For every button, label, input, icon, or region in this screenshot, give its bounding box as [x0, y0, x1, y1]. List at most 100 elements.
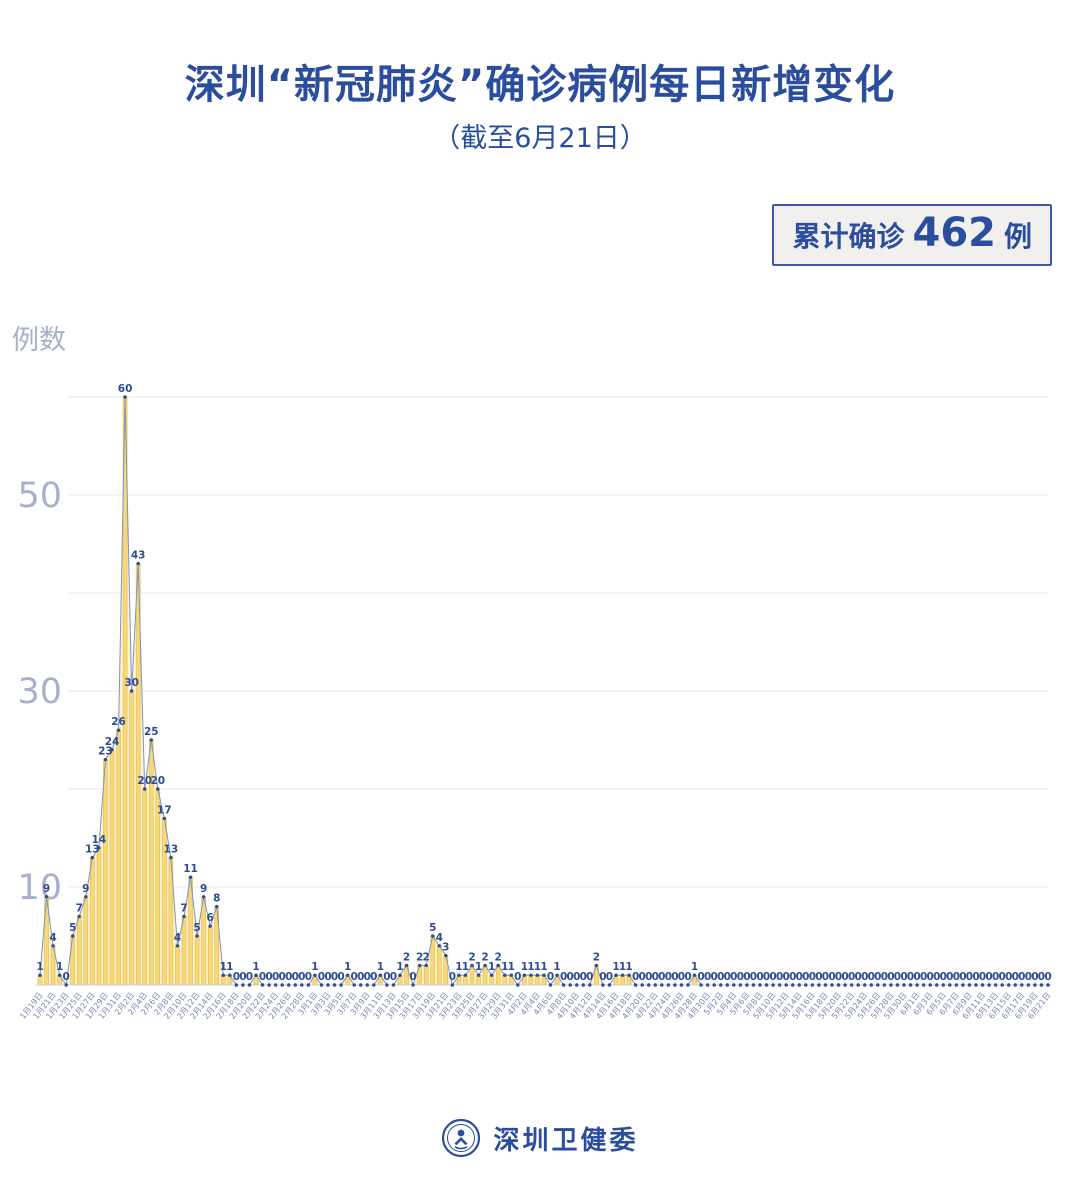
data-point-dot [928, 983, 932, 987]
value-label: 0 [789, 971, 796, 983]
value-label: 1 [475, 961, 482, 973]
data-point-dot [352, 983, 356, 987]
data-point-dot [300, 983, 304, 987]
value-label: 0 [514, 971, 521, 983]
data-point-dot [627, 973, 631, 977]
data-point-dot [391, 983, 396, 987]
data-point-dot [417, 963, 422, 968]
data-point-dot [692, 973, 697, 977]
data-point-dot [156, 787, 160, 791]
data-point-dot [548, 983, 553, 987]
value-label: 9 [200, 883, 207, 895]
value-label: 11 [183, 863, 198, 875]
data-point-dot [169, 855, 173, 860]
value-label: 0 [246, 971, 253, 983]
value-label: 4 [49, 932, 56, 944]
data-point-dot [1013, 983, 1017, 987]
value-label: 0 [599, 971, 606, 983]
data-point-dot [640, 983, 644, 987]
data-point-dot [339, 983, 343, 987]
value-label: 0 [861, 971, 868, 983]
value-label: 0 [560, 971, 567, 983]
data-point-dot [476, 973, 481, 977]
value-label: 0 [874, 971, 881, 983]
value-label: 0 [63, 971, 70, 983]
data-point-dot [830, 983, 834, 987]
value-label: 0 [894, 971, 901, 983]
value-label: 20 [137, 775, 152, 787]
y-tick-label: 50 [17, 476, 62, 516]
data-point-dot [856, 983, 860, 987]
data-point-dot [437, 944, 441, 948]
data-point-dot [908, 983, 913, 987]
value-label: 0 [337, 971, 344, 983]
value-label: 13 [85, 844, 100, 856]
value-label: 0 [652, 971, 659, 983]
value-label: 2 [593, 951, 600, 963]
value-label: 0 [828, 971, 835, 983]
value-label: 1 [612, 961, 619, 973]
area-fill [40, 397, 1048, 985]
value-label: 0 [259, 971, 266, 983]
value-label: 0 [783, 971, 790, 983]
value-label: 6 [207, 912, 214, 924]
value-label: 0 [671, 971, 678, 983]
data-point-dot [974, 983, 978, 987]
value-label: 0 [1038, 971, 1045, 983]
data-point-dot [280, 983, 284, 987]
chart-svg: 1030501941057913142324266030432025201713… [17, 383, 1052, 1021]
data-point-dot [247, 983, 252, 987]
data-point-dot [607, 983, 612, 987]
data-point-dot [195, 934, 199, 938]
bar [129, 690, 134, 986]
data-point-dot [712, 983, 716, 987]
badge-prefix: 累计确诊 [792, 220, 905, 253]
value-label: 1 [220, 961, 227, 973]
value-label: 0 [285, 971, 292, 983]
data-point-dot [463, 973, 468, 977]
data-point-dot [1020, 983, 1024, 987]
data-point-dot [221, 973, 225, 977]
value-label: 0 [999, 971, 1006, 983]
data-point-dot [777, 983, 782, 987]
value-label: 0 [796, 971, 803, 983]
value-label: 0 [586, 971, 593, 983]
bar [142, 788, 148, 986]
data-point-dot [987, 983, 991, 987]
value-label: 25 [144, 726, 159, 738]
value-label: 1 [527, 961, 534, 973]
data-point-dot [948, 983, 952, 987]
value-label: 0 [265, 971, 272, 983]
data-point-dot [267, 983, 271, 987]
value-label: 0 [1044, 971, 1051, 983]
value-label: 1 [691, 961, 698, 973]
data-point-dot [332, 983, 337, 987]
data-point-dot [895, 983, 900, 987]
data-point-dot [849, 983, 854, 987]
bar [181, 916, 187, 986]
value-label: 0 [959, 971, 966, 983]
value-label: 1 [311, 961, 318, 973]
value-label: 1 [396, 961, 403, 973]
value-label: 0 [364, 971, 371, 983]
value-label: 0 [881, 971, 888, 983]
data-point-dot [273, 983, 278, 987]
data-point-dot [961, 983, 965, 987]
value-label: 0 [802, 971, 809, 983]
data-point-dot [215, 904, 219, 909]
value-label: 2 [468, 951, 475, 963]
value-label: 0 [946, 971, 953, 983]
value-label: 0 [992, 971, 999, 983]
bar [83, 896, 89, 986]
bar [96, 847, 102, 986]
value-label: 0 [239, 971, 246, 983]
value-label: 0 [815, 971, 822, 983]
value-label: 0 [835, 971, 842, 983]
value-label: 0 [409, 971, 416, 983]
value-label: 0 [357, 971, 364, 983]
data-point-dot [516, 983, 520, 987]
data-point-dot [496, 963, 500, 968]
value-label: 0 [717, 971, 724, 983]
data-point-dot [293, 983, 297, 987]
data-point-dot [404, 963, 409, 968]
